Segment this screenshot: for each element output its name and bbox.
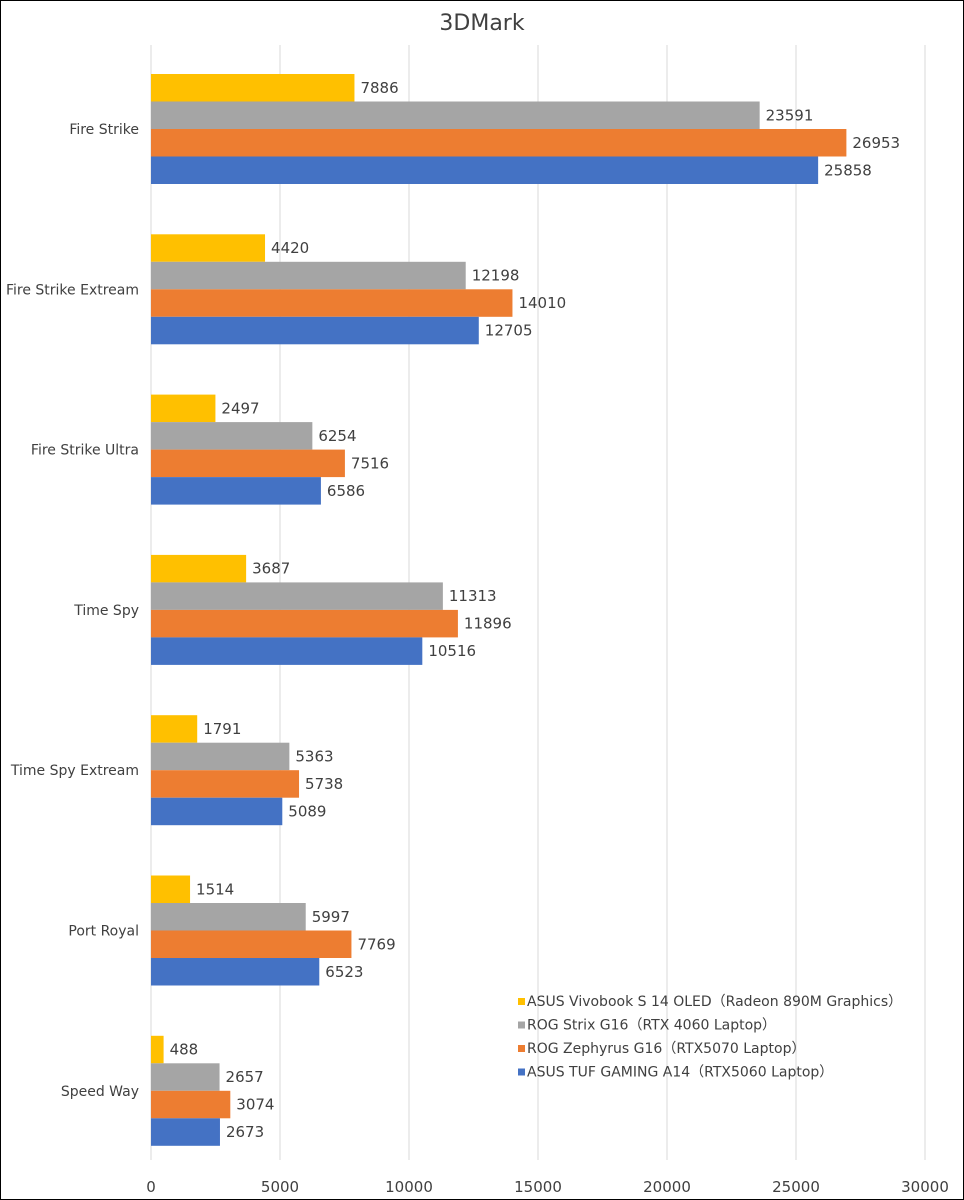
- data-label: 10516: [428, 642, 476, 660]
- x-tick-label: 0: [146, 1178, 156, 1196]
- bar: [151, 261, 466, 290]
- axes: 0 5000 10000 15000 20000 25000 30000 Fire Strik…: [6, 122, 949, 1196]
- data-label: 488: [170, 1041, 199, 1059]
- bar: [151, 422, 313, 450]
- bar: [151, 770, 300, 798]
- x-tick-label: 10000: [385, 1178, 433, 1196]
- category-label: Fire Strike Extream: [6, 282, 139, 298]
- legend-swatch: [518, 998, 525, 1005]
- data-label: 6523: [325, 963, 363, 981]
- legend-swatch: [518, 1045, 525, 1052]
- bar: [151, 129, 847, 157]
- bar: [151, 797, 283, 826]
- category-label: Fire Strike: [69, 122, 139, 138]
- data-label: 5089: [288, 802, 326, 820]
- x-tick-label: 5000: [261, 1178, 299, 1196]
- bar: [151, 554, 247, 583]
- legend: ASUS Vivobook S 14 OLED（Radeon 890M Grap…: [518, 994, 902, 1081]
- bar: [151, 316, 479, 345]
- data-label: 2657: [226, 1068, 264, 1086]
- x-tick-label: 20000: [643, 1178, 691, 1196]
- x-tick-label: 30000: [901, 1178, 949, 1196]
- bar: [151, 958, 320, 986]
- bar: [151, 903, 306, 931]
- legend-entry: ASUS TUF GAMING A14（RTX5060 Laptop）: [527, 1065, 833, 1081]
- data-label: 3687: [252, 560, 290, 578]
- bar: [151, 74, 355, 102]
- category-label: Fire Strike Ultra: [31, 443, 139, 459]
- bar: [151, 930, 352, 958]
- data-label: 1514: [196, 880, 234, 898]
- bar: [151, 875, 191, 903]
- x-tick-label: 15000: [514, 1178, 562, 1196]
- bar: [151, 1035, 164, 1064]
- data-label: 26953: [852, 134, 900, 152]
- data-label: 5363: [295, 747, 333, 765]
- bar: [151, 449, 345, 478]
- bar: [151, 101, 760, 129]
- data-label: 12705: [485, 322, 533, 340]
- bar: [151, 289, 513, 317]
- category-label: Time Spy Extream: [10, 763, 139, 779]
- data-label: 4420: [271, 239, 309, 257]
- bar: [151, 394, 216, 423]
- bar: [151, 582, 443, 610]
- bar: [151, 477, 321, 505]
- data-label: 6586: [327, 482, 365, 500]
- data-label: 7769: [357, 935, 395, 953]
- data-label: 7886: [360, 79, 398, 97]
- data-label: 6254: [318, 427, 356, 445]
- x-tick-label: 25000: [772, 1178, 820, 1196]
- data-label: 2673: [226, 1123, 264, 1141]
- bar: [151, 1118, 220, 1146]
- data-label: 14010: [518, 294, 566, 312]
- bar: [151, 1063, 220, 1091]
- data-label: 7516: [351, 454, 389, 472]
- bar: [151, 609, 458, 638]
- data-label: 11896: [464, 615, 512, 633]
- bar: [151, 1090, 231, 1119]
- bar: [151, 742, 290, 771]
- bar: [151, 156, 819, 184]
- legend-entry: ROG Strix G16（RTX 4060 Laptop）: [527, 1018, 776, 1034]
- legend-entry: ROG Zephyrus G16（RTX5070 Laptop）: [527, 1041, 805, 1057]
- data-label: 3074: [236, 1096, 274, 1114]
- bar: [151, 637, 423, 665]
- chart-title: 3DMark: [439, 11, 524, 36]
- category-label: Port Royal: [68, 924, 139, 940]
- legend-entry: ASUS Vivobook S 14 OLED（Radeon 890M Grap…: [527, 994, 902, 1010]
- data-label: 25858: [824, 161, 872, 179]
- bar: [151, 715, 198, 743]
- bars: [151, 74, 847, 1146]
- data-label: 23591: [766, 106, 814, 124]
- data-label: 2497: [221, 399, 259, 417]
- bar: [151, 234, 266, 262]
- category-label: Time Spy: [73, 603, 139, 619]
- legend-swatch: [518, 1021, 525, 1029]
- data-label: 5738: [305, 775, 343, 793]
- data-labels: 7886 23591 26953 25858 4420 12198 14010 12705 24…: [170, 79, 901, 1141]
- category-label: Speed Way: [61, 1084, 139, 1100]
- legend-swatch: [518, 1068, 525, 1076]
- data-label: 11313: [449, 587, 497, 605]
- data-label: 12198: [472, 267, 520, 285]
- data-label: 1791: [203, 720, 241, 738]
- data-label: 5997: [312, 908, 350, 926]
